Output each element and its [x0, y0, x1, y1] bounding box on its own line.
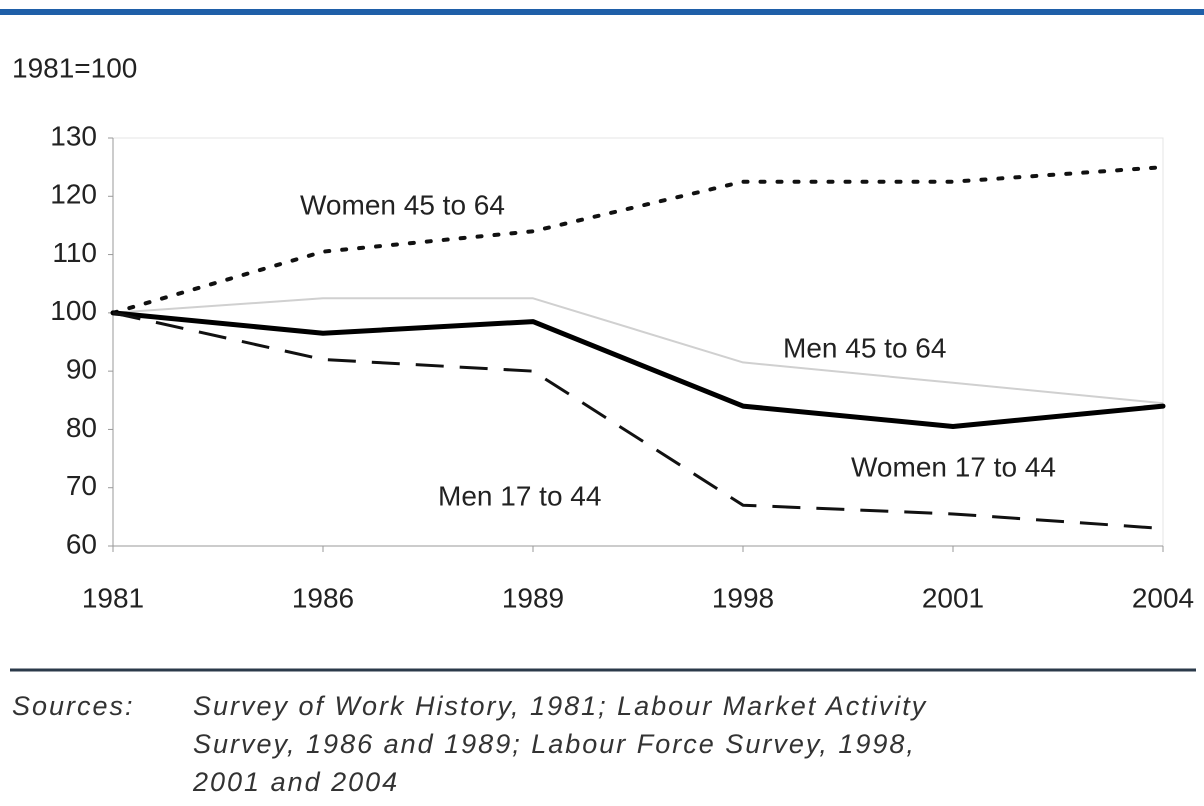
- series-line: [112, 297, 1164, 405]
- x-tick-label: 2001: [922, 582, 984, 613]
- y-tick-label: 100: [50, 295, 97, 326]
- x-tick-label: 1989: [502, 582, 564, 613]
- x-tick-label: 1981: [82, 582, 144, 613]
- footer-line: 2001 and 2004: [192, 767, 399, 797]
- footer-line: Survey, 1986 and 1989; Labour Force Surv…: [193, 729, 916, 759]
- y-tick-label: 130: [50, 120, 97, 151]
- y-tick-label: 90: [66, 354, 97, 385]
- y-tick-label: 60: [66, 528, 97, 559]
- y-tick-label: 70: [66, 470, 97, 501]
- y-tick-label: 120: [50, 179, 97, 210]
- footer-line: Survey of Work History, 1981; Labour Mar…: [193, 691, 927, 721]
- series-label: Men 17 to 44: [438, 480, 601, 511]
- series-label: Women 17 to 44: [851, 451, 1056, 482]
- series-line: [110, 310, 1166, 430]
- y-axis-label: 1981=100: [12, 52, 137, 83]
- y-tick-label: 80: [66, 412, 97, 443]
- series-line: [112, 311, 1164, 531]
- series-label: Men 45 to 64: [783, 332, 946, 363]
- footer-label: Sources:: [12, 691, 135, 721]
- series-line: [111, 165, 1165, 315]
- plot-frame: [112, 137, 1164, 547]
- y-tick-label: 110: [52, 237, 97, 268]
- x-tick-label: 1986: [292, 582, 354, 613]
- series-label: Women 45 to 64: [300, 189, 505, 220]
- x-tick-label: 2004: [1132, 582, 1194, 613]
- top-rule: [0, 9, 1204, 15]
- x-tick-label: 1998: [712, 582, 774, 613]
